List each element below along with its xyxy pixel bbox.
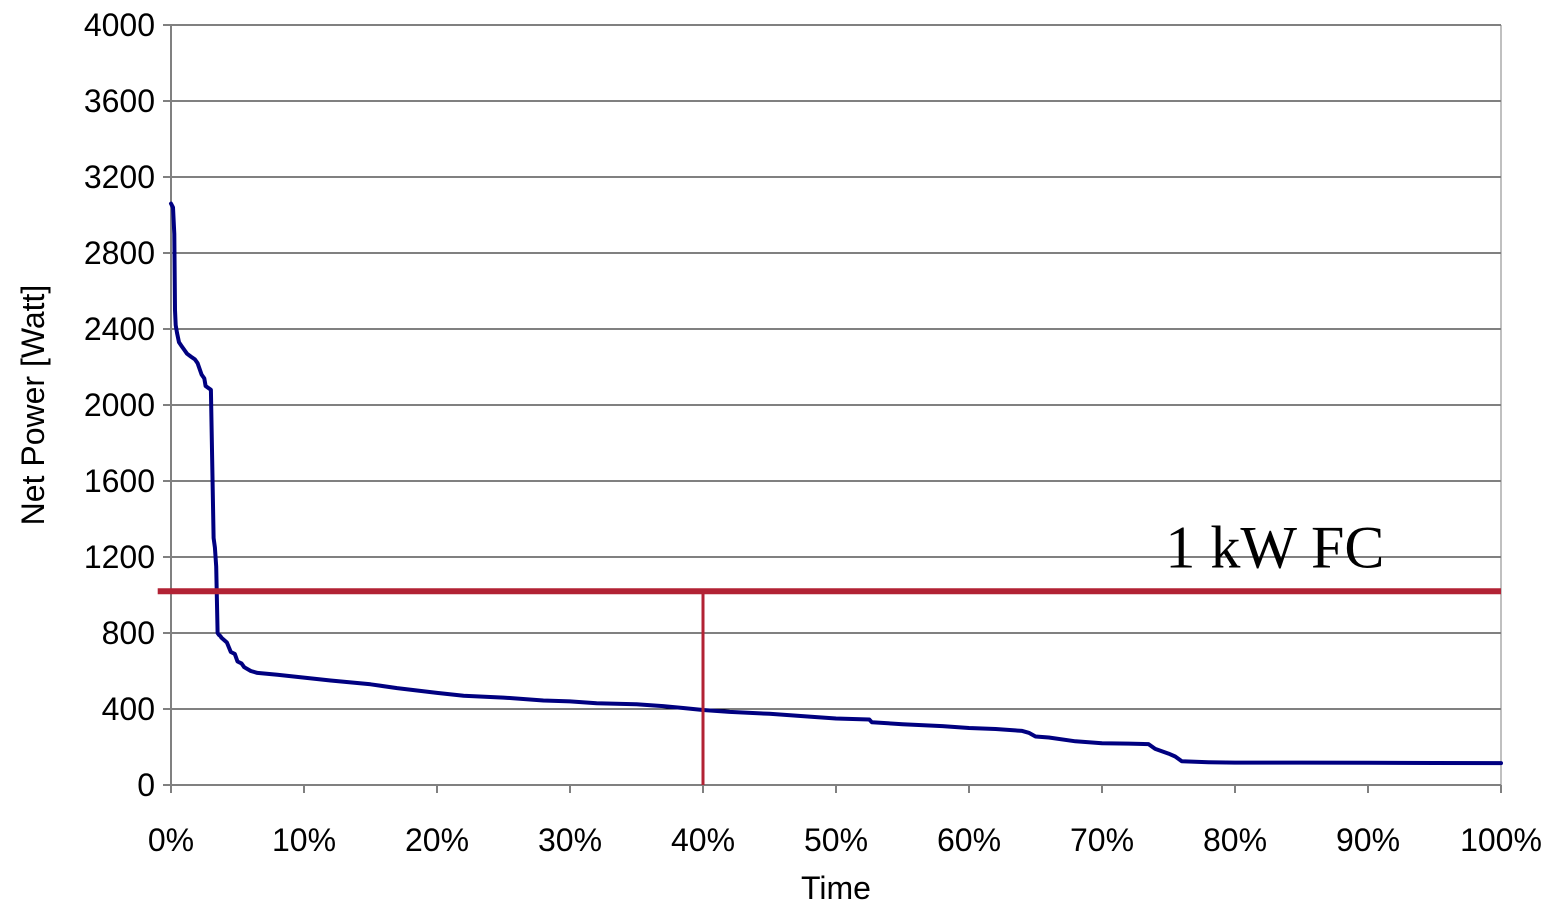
x-tick-label: 20% (405, 822, 469, 858)
gridlines (171, 24, 1501, 710)
x-tick-label: 70% (1070, 822, 1134, 858)
x-tick-label: 90% (1336, 822, 1400, 858)
y-tick-label: 0 (137, 767, 155, 803)
y-axis-title: Net Power [Watt] (15, 285, 51, 526)
x-tick-label: 80% (1203, 822, 1267, 858)
y-tick-label: 1600 (84, 463, 155, 499)
reference-lines (157, 588, 1501, 785)
net-power-series-line (169, 201, 1503, 766)
y-tick-label: 3200 (84, 159, 155, 195)
y-tick-label: 2400 (84, 311, 155, 347)
fc-annotation-label: 1 kW FC (1165, 515, 1384, 581)
y-tick-label: 2000 (84, 387, 155, 423)
y-tick-labels: 0 400 800 1200 1600 2000 2400 2800 3200 3600 4000 (84, 7, 155, 803)
x-tick-label: 50% (804, 822, 868, 858)
axes (163, 24, 1502, 793)
y-tick-label: 1200 (84, 539, 155, 575)
y-tick-label: 400 (102, 691, 155, 727)
x-tick-label: 100% (1460, 822, 1542, 858)
y-tick-label: 800 (102, 615, 155, 651)
series-layer (169, 201, 1503, 766)
annotations: 1 kW FC (1165, 515, 1384, 581)
x-axis-title: Time (801, 870, 871, 906)
x-tick-label: 10% (272, 822, 336, 858)
x-tick-label: 40% (671, 822, 735, 858)
x-tick-label: 60% (937, 822, 1001, 858)
y-tick-label: 3600 (84, 83, 155, 119)
x-tick-labels: 0% 10% 20% 30% 40% 50% 60% 70% 80% 90% 100% (148, 822, 1542, 858)
y-tick-label: 2800 (84, 235, 155, 271)
y-tick-label: 4000 (84, 7, 155, 43)
x-tick-label: 30% (538, 822, 602, 858)
x-tick-label: 0% (148, 822, 194, 858)
